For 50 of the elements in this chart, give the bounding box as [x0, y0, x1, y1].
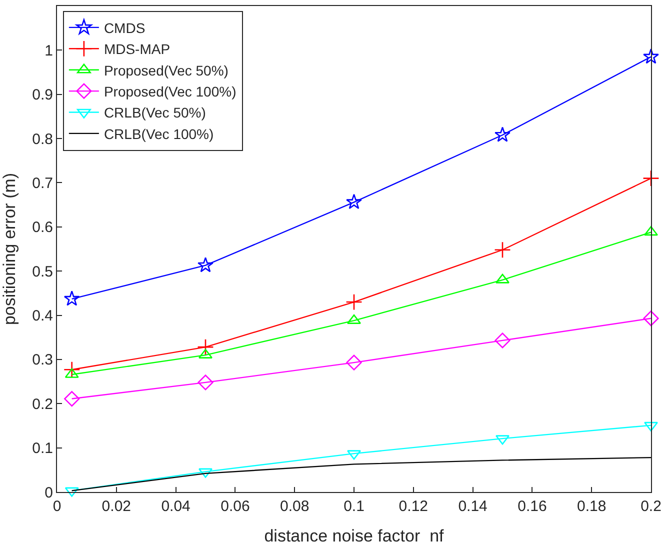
point — [644, 226, 658, 236]
y-axis-title: positioning error (m) — [0, 172, 19, 326]
x-tick-label: 0.16 — [518, 498, 547, 515]
x-tick-label: 0.14 — [458, 498, 488, 515]
legend-label: CRLB(Vec 50%) — [104, 104, 206, 121]
point — [642, 170, 660, 187]
y-tick-label: 0.4 — [32, 308, 53, 325]
point — [197, 338, 214, 356]
legend-label: CMDS — [104, 20, 146, 36]
point — [64, 290, 80, 306]
point — [64, 390, 80, 407]
point — [496, 274, 510, 284]
point — [346, 194, 362, 210]
point — [643, 310, 659, 326]
point — [496, 435, 510, 445]
point — [494, 126, 510, 142]
point — [494, 242, 511, 258]
point — [346, 354, 362, 370]
x-tick-label: 0.04 — [161, 498, 190, 515]
x-axis-title: distance noise factor nf — [264, 526, 444, 546]
point — [347, 450, 361, 460]
x-tick-label: 0.06 — [220, 498, 250, 515]
point — [494, 332, 510, 348]
x-tick-label: 0.08 — [280, 498, 310, 515]
x-tick-label: 0.1 — [344, 498, 364, 515]
x-tick-label: 0.2 — [640, 498, 662, 515]
legend-label: Proposed(Vec 50%) — [104, 62, 228, 78]
point — [643, 48, 659, 64]
y-tick-label: 0.8 — [32, 130, 53, 148]
y-tick-label: 1 — [44, 42, 53, 60]
x-tick-label: 0.02 — [102, 498, 131, 515]
legend-label: CRLB(Vec 100%) — [104, 126, 214, 142]
point — [198, 468, 212, 478]
point — [198, 374, 214, 390]
y-tick-label: 0.1 — [32, 440, 53, 458]
legend-label: Proposed(Vec 100%) — [104, 84, 236, 100]
y-tick-label: 0.9 — [32, 86, 53, 104]
y-tick-label: 0.2 — [32, 396, 53, 413]
y-tick-label: 0.6 — [32, 219, 53, 236]
y-tick-label: 0 — [44, 484, 53, 502]
legend-label: MDS-MAP — [104, 41, 170, 58]
point — [644, 422, 658, 432]
point — [198, 257, 214, 272]
y-tick-label: 0.5 — [32, 263, 53, 280]
y-tick-label: 0.3 — [32, 352, 53, 369]
x-tick-label: 0.12 — [398, 498, 428, 515]
y-tick-label: 0.7 — [32, 174, 53, 192]
point — [64, 361, 80, 378]
point — [346, 294, 362, 310]
x-tick-label: 0.18 — [577, 498, 606, 515]
